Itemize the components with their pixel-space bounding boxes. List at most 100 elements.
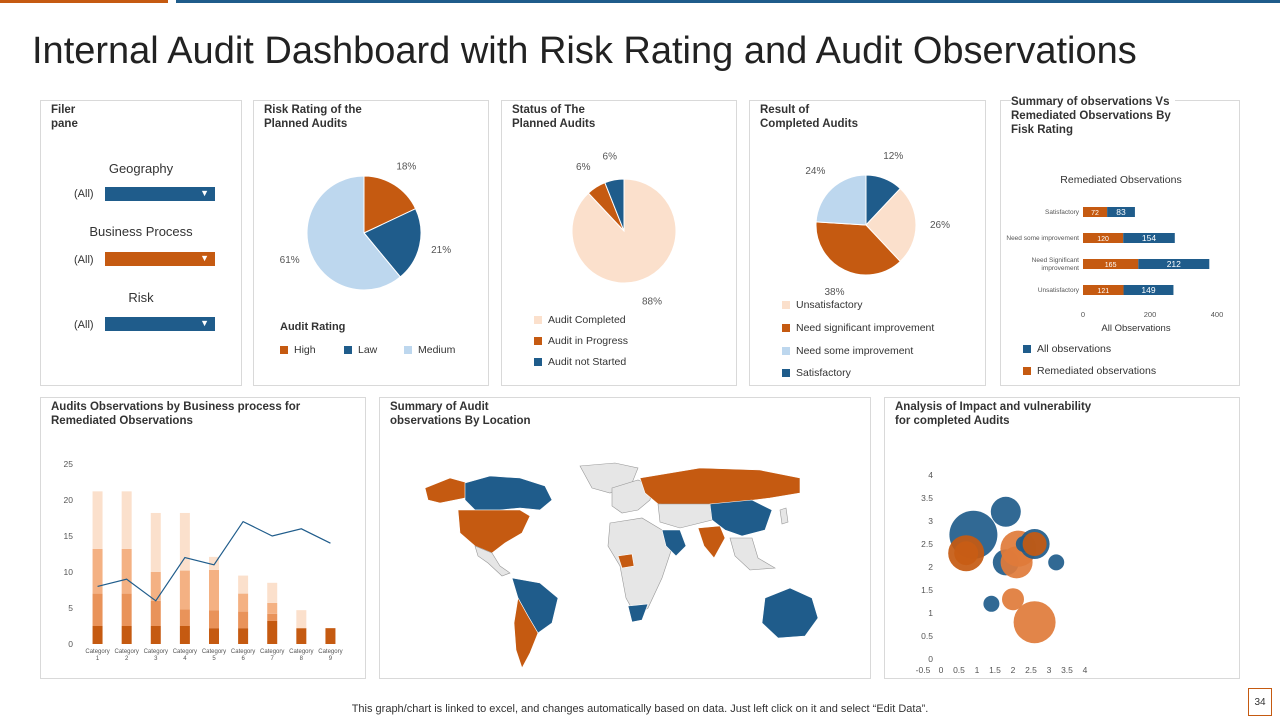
legend-item-high: High [280,344,316,356]
map-region-usa [457,509,531,554]
hbar-value-label: 121 [1097,288,1109,295]
bubble-point [990,496,1021,527]
bubble-x-tick: 3 [1047,665,1052,675]
risk-dropdown[interactable]: ▼ [105,317,215,331]
vbar-segment [325,628,336,644]
vbar-category-label: Category [85,649,109,655]
vbar-category-label: 9 [329,656,333,662]
vbar-category-label: Category [114,649,138,655]
bubble-point [1048,554,1065,571]
vbar-category-label: 8 [300,656,304,662]
map-region-saudi-arabia [661,529,687,557]
map-region-australia [761,587,819,639]
bubble-y-tick: 0.5 [921,631,933,641]
pie-slice-medium [306,175,402,291]
pie-label: 21% [431,245,451,256]
risk-rating-title: Risk Rating of the Planned Audits [264,103,366,131]
hbar-segment [1123,233,1175,243]
hbar-category-label: Satisfactory [1045,209,1080,216]
filter-pane: Filer pane Geography (All) ▼ Business Pr… [40,100,242,386]
hbar-segment [1138,259,1210,269]
pie-label: 12% [883,151,903,162]
map-region-russia [639,467,801,507]
hbar-category-label: Unsatisfactory [1038,287,1080,294]
hbar-segment [1083,259,1139,269]
hbar-category-label: Need some improvement [1006,235,1079,242]
hbar-tick-label: 400 [1211,310,1224,319]
vbar-segment [92,626,103,644]
pie-label: 6% [576,162,591,173]
vbar-segment [238,611,249,629]
vbar-segment [238,575,249,594]
map-region-canada [464,475,553,511]
map-region-nigeria [617,553,635,569]
vbar-segment [179,512,190,571]
top-accent-blue [176,0,1280,3]
vbar-tick-label: 15 [64,531,74,541]
vbar-category-label: 3 [154,656,158,662]
vbar-segment [121,548,132,594]
map-region-africa [607,517,673,617]
map-region-europe [611,479,653,514]
chevron-down-icon: ▼ [200,188,209,198]
filter-value-business-process: (All) [74,254,94,266]
hbar-segment [1083,233,1124,243]
vbar-category-label: 2 [125,656,129,662]
risk-rating-pie: 18% 21% 61% [280,161,451,291]
vbar-segment [209,569,219,611]
vbar-category-label: Category [144,649,168,655]
vbar-category-label: Category [289,649,313,655]
bubble-y-tick: 1 [928,608,933,618]
hbar-value-label: 83 [1116,207,1126,217]
bubble-x-tick: -0.5 [916,665,931,675]
hbar-segment [1083,207,1108,217]
world-map [424,462,819,669]
vbar-segment [121,593,132,626]
filter-label-business-process: Business Process [89,224,193,239]
legend-item-audit-completed: Audit Completed [534,314,626,326]
hbar-segment [1083,285,1124,295]
bubble-y-tick: 3 [928,516,933,526]
hbar-segment [1107,207,1135,217]
location-map-title: Summary of Audit observations By Locatio… [390,400,535,428]
hbar-value-label: 149 [1141,285,1155,295]
bubble-y-tick: 2 [928,562,933,572]
observations-summary-bar-chart: Remediated Observations Satisfactory 72 83 N… [1006,174,1224,334]
bubble-y-tick: 4 [928,470,933,480]
impact-vulnerability-panel: Analysis of Impact and vulnerability for… [884,397,1240,679]
vbar-category-label: 5 [212,656,216,662]
bubble-point [1002,588,1024,611]
vbar-segment [209,628,219,644]
vbar-tick-label: 0 [68,639,73,649]
vbar-category-label: 4 [183,656,187,662]
pie-slice-high [363,175,417,234]
vbar-segment [267,613,278,621]
map-region-argentina [513,597,539,669]
filter-pane-title: Filer pane [51,103,82,131]
impact-vulnerability-bubble-chart: -0.5 0 0.5 1 1.5 2 2.5 3 3.5 400.511.522.533.54 [916,470,1088,675]
page-title: Internal Audit Dashboard with Risk Ratin… [32,30,1137,72]
legend-item-remediated-observations: Remediated observations [1023,365,1156,377]
map-region-central-america [474,545,511,577]
hbar-value-label: 165 [1105,262,1117,269]
geography-dropdown[interactable]: ▼ [105,187,215,201]
bubble-y-tick: 3.5 [921,493,933,503]
legend-item-need-some-improvement: Need some improvement [782,345,913,357]
vbar-category-label: Category [318,649,342,655]
business-process-dropdown[interactable]: ▼ [105,252,215,266]
vbar-tick-label: 10 [64,567,74,577]
map-region-south-africa [627,603,649,623]
bubble-x-tick: 3.5 [1061,665,1073,675]
bubble-x-tick: 1 [975,665,980,675]
page-number: 34 [1248,688,1272,716]
vbar-segment [267,582,278,603]
map-region-india [697,525,726,559]
vbar-segment [267,620,278,644]
observations-by-process-title: Audits Observations by Business process … [51,400,305,428]
hbar-value-label: 154 [1142,233,1156,243]
hbar-value-label: 120 [1097,236,1109,243]
observations-by-process-chart: 0510152025Category1Category2Category3Cat… [64,459,343,662]
pie-label: 61% [280,255,300,266]
vbar-segment [150,512,161,572]
result-completed-title: Result of Completed Audits [760,103,862,131]
